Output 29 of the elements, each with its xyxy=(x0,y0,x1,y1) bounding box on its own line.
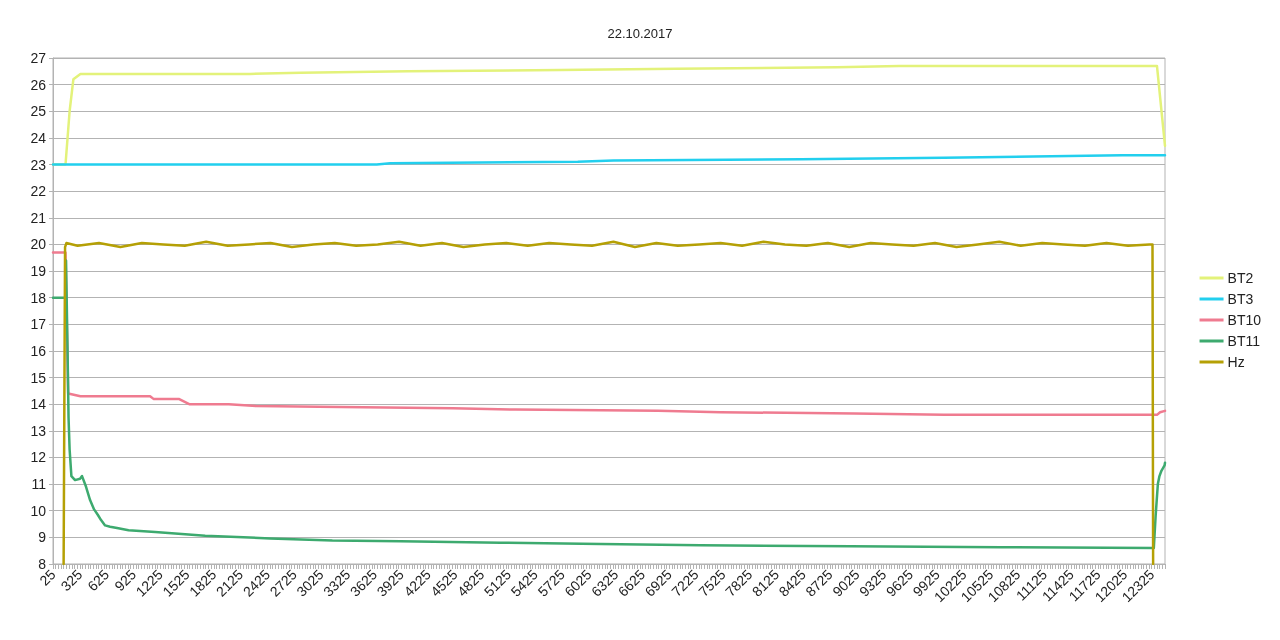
y-tick-label: 27 xyxy=(30,50,47,66)
y-tick-label: 15 xyxy=(30,369,47,386)
y-tick-label: 25 xyxy=(30,103,47,120)
y-tick-label: 10 xyxy=(30,502,47,519)
y-tick-label: 14 xyxy=(30,396,47,413)
y-tick-label: 19 xyxy=(30,263,47,280)
y-tick-label: 16 xyxy=(30,342,47,359)
legend-label: BT10 xyxy=(1227,312,1262,328)
legend-label: BT11 xyxy=(1227,333,1261,349)
legend-label: BT3 xyxy=(1227,291,1254,307)
x-tick-label: 325 xyxy=(57,566,86,595)
y-tick-label: 23 xyxy=(30,156,47,173)
y-tick-label: 9 xyxy=(38,529,47,546)
y-tick-label: 11 xyxy=(31,476,47,493)
y-tick-label: 8 xyxy=(38,556,47,572)
y-tick-label: 22 xyxy=(30,183,47,200)
y-tick-label: 17 xyxy=(30,316,47,333)
line-series xyxy=(51,153,1167,166)
y-tick-label: 20 xyxy=(30,236,47,253)
y-tick-label: 13 xyxy=(30,422,47,439)
y-tick-label: 18 xyxy=(30,289,47,306)
chart-title: 22.10.2017 xyxy=(607,26,673,41)
x-tick-label: 625 xyxy=(84,566,113,595)
legend-label: BT2 xyxy=(1227,270,1254,286)
y-tick-label: 24 xyxy=(30,129,47,146)
legend-label: Hz xyxy=(1227,354,1245,370)
y-tick-label: 21 xyxy=(30,209,47,226)
y-tick-label: 12 xyxy=(30,449,47,466)
y-tick-label: 26 xyxy=(30,76,47,93)
